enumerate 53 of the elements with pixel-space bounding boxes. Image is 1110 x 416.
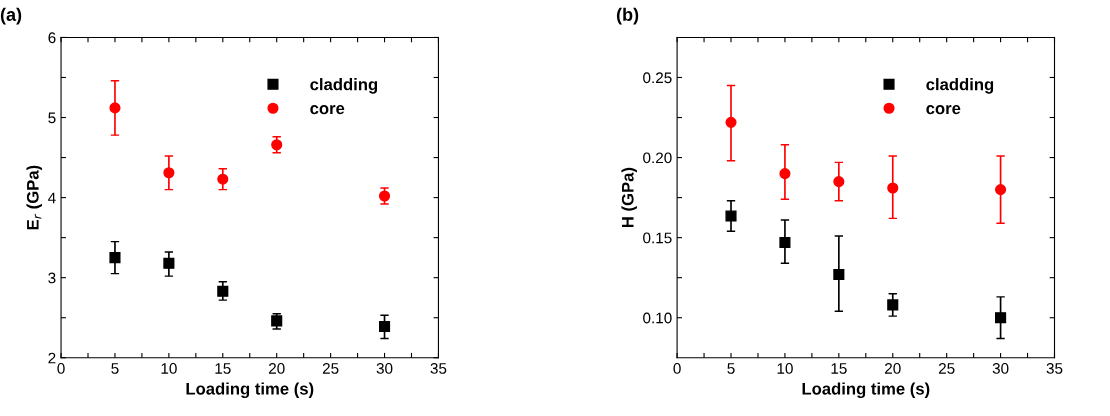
chart-title: (b)	[616, 7, 639, 25]
point	[833, 176, 845, 188]
x-tick-label: 30	[992, 363, 1009, 374]
x-tick-label: 15	[215, 363, 231, 374]
point	[995, 184, 1007, 196]
point	[271, 139, 283, 151]
point	[995, 312, 1007, 324]
chart-title: (a)	[0, 7, 22, 25]
x-tick-label: 10	[161, 363, 177, 374]
x-tick-label: 5	[727, 363, 735, 374]
point	[833, 268, 845, 281]
point	[887, 182, 899, 194]
point	[725, 210, 737, 222]
y-tick-label: 6	[48, 32, 56, 44]
x-tick-label: 0	[57, 363, 65, 374]
point	[217, 173, 229, 185]
y-tick-label: 0.20	[643, 152, 672, 164]
point	[109, 102, 121, 114]
legend-label: core	[926, 105, 961, 115]
x-tick-label: 25	[322, 363, 339, 374]
x-tick-label: 35	[1046, 363, 1063, 374]
legend-label: core	[310, 105, 345, 115]
point	[779, 236, 791, 249]
point	[378, 320, 391, 333]
x-tick-label: 15	[831, 363, 847, 374]
point	[725, 116, 737, 128]
x-tick-label: 30	[376, 363, 393, 374]
x-tick-label: 0	[673, 363, 681, 374]
y-tick-label: 0.15	[643, 232, 672, 244]
x-axis-title: Loading time (s)	[802, 382, 930, 399]
y-axis-title: E$_{r}$ (GPa)	[26, 165, 43, 230]
point	[163, 257, 175, 269]
x-tick-label: 20	[268, 363, 285, 374]
y-tick-label: 0.25	[643, 72, 672, 84]
point	[163, 167, 175, 179]
x-tick-label: 20	[885, 363, 901, 374]
y-axis-title: H (GPa)	[621, 167, 637, 228]
point	[887, 299, 899, 311]
y-tick-label: 2	[48, 352, 56, 364]
legend-label: cladding	[926, 78, 994, 94]
legend-label: cladding	[310, 78, 378, 94]
x-axis-title: Loading time (s)	[186, 382, 314, 399]
x-tick-label: 10	[777, 363, 793, 374]
y-tick-label: 4	[48, 192, 56, 204]
x-tick-label: 5	[111, 363, 119, 374]
point	[217, 285, 229, 297]
y-tick-label: 0.10	[643, 312, 672, 324]
y-tick-label: 5	[48, 112, 56, 124]
y-tick-label: 3	[48, 272, 56, 284]
point	[109, 252, 121, 264]
x-tick-label: 25	[938, 363, 955, 374]
point	[779, 168, 791, 180]
x-tick-label: 35	[430, 363, 447, 374]
